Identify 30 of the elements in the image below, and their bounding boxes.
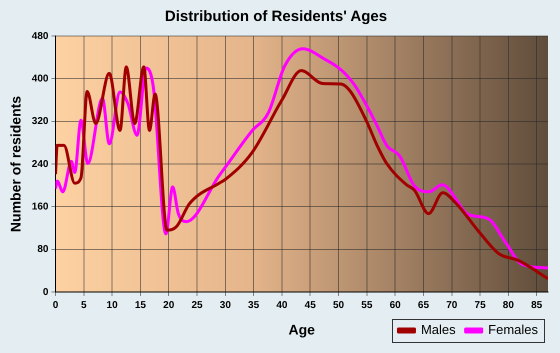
y-tick-label: 480 <box>32 30 49 42</box>
x-tick-label: 50 <box>332 300 345 311</box>
x-tick-label: 60 <box>390 300 402 311</box>
x-tick-label: 20 <box>163 300 175 311</box>
legend-label: Females <box>488 322 538 338</box>
x-tick-label: 75 <box>474 300 486 311</box>
x-tick-label: 5 <box>81 300 88 311</box>
x-tick-label: 55 <box>361 300 373 311</box>
x-tick-label: 40 <box>276 300 288 311</box>
y-tick-label: 80 <box>37 244 49 256</box>
chart-title: Distribution of Residents' Ages <box>164 8 388 26</box>
x-tick-label: 45 <box>304 300 316 311</box>
x-axis-title: Age <box>288 321 316 338</box>
y-tick-label: 0 <box>42 286 49 298</box>
y-tick-label: 320 <box>32 116 49 128</box>
x-tick-label: 0 <box>52 300 59 311</box>
y-axis-title: Number of residents <box>7 96 24 232</box>
x-tick-label: 10 <box>106 300 118 311</box>
x-tick-label: 35 <box>248 300 260 311</box>
legend-label: Males <box>420 322 456 338</box>
y-tick-label: 160 <box>32 201 49 212</box>
y-tick-label: 240 <box>32 158 49 170</box>
x-tick-label: 85 <box>531 300 543 311</box>
x-tick-label: 30 <box>220 300 232 311</box>
y-tick-label: 400 <box>32 73 49 84</box>
x-tick-label: 15 <box>134 300 146 311</box>
x-tick-label: 80 <box>502 300 514 311</box>
x-tick-label: 65 <box>418 300 430 311</box>
x-tick-label: 25 <box>191 300 204 311</box>
x-tick-label: 70 <box>446 300 458 311</box>
